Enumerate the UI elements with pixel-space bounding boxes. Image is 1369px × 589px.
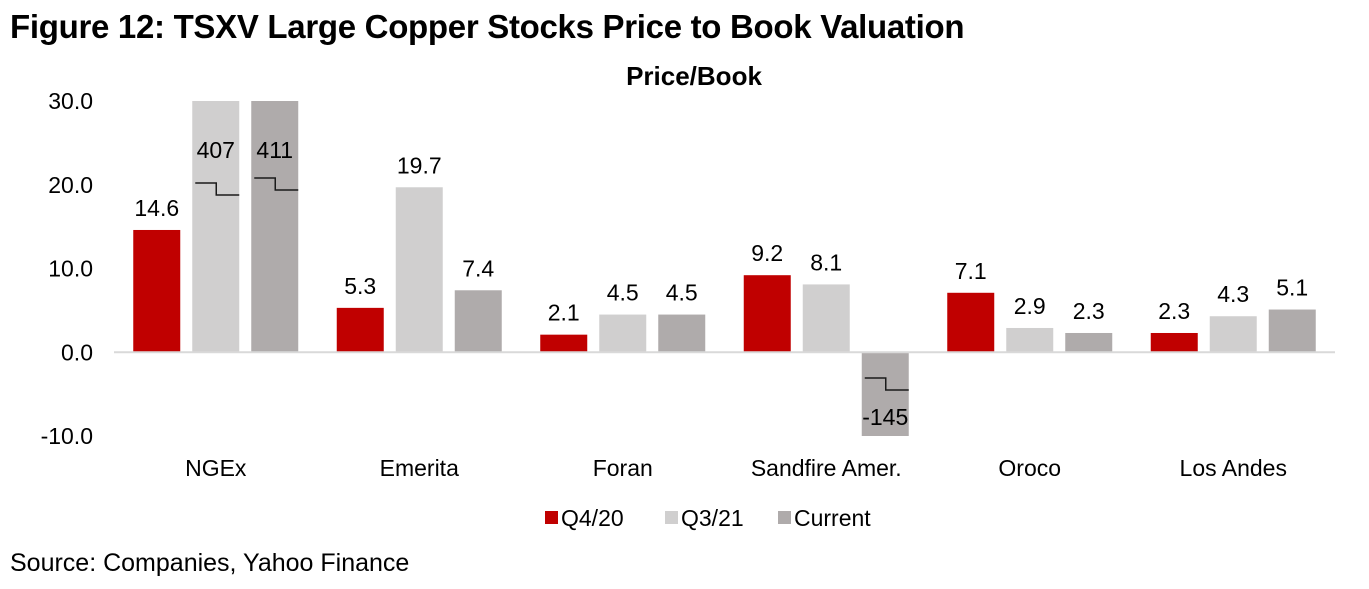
bar-current: [861, 352, 909, 436]
bars: [133, 101, 1316, 436]
data-label: 7.4: [462, 255, 494, 281]
data-label: -145: [862, 404, 908, 430]
data-label: 5.1: [1276, 275, 1308, 301]
y-tick-label: 20.0: [48, 172, 93, 198]
data-label: 2.1: [548, 300, 580, 326]
data-label: 14.6: [134, 195, 179, 221]
x-category-label: Sandfire Amer.: [751, 455, 902, 481]
bar-q4-20: [743, 275, 791, 353]
bar-current: [658, 314, 706, 353]
bar-q3-21: [599, 314, 647, 353]
y-tick-label: 0.0: [61, 339, 93, 365]
bar-q3-21: [192, 101, 240, 353]
data-label: 411: [256, 137, 293, 163]
data-label: 5.3: [344, 273, 376, 299]
data-label: 2.3: [1073, 298, 1105, 324]
legend-swatch-q3-21: [665, 511, 678, 524]
data-labels: 14.6 407 411 5.3 19.7 7.4 2.1 4.5 4.5 9.2 8.1 -145 7…: [134, 137, 1308, 430]
y-axis-ticks: 30.0 20.0 10.0 0.0 -10.0: [41, 88, 93, 449]
legend-swatch-current: [778, 511, 791, 524]
legend-label: Q3/21: [681, 505, 744, 531]
bar-q4-20: [1150, 332, 1198, 353]
x-category-label: Los Andes: [1180, 455, 1287, 481]
legend-label: Current: [794, 505, 871, 531]
data-label: 4.5: [666, 280, 698, 306]
data-label: 8.1: [810, 249, 842, 275]
x-category-label: Emerita: [380, 455, 459, 481]
data-label: 7.1: [955, 258, 987, 284]
axis-break-markers: [195, 177, 909, 391]
y-tick-label: 30.0: [48, 88, 93, 114]
data-label: 2.3: [1158, 298, 1190, 324]
bar-q4-20: [336, 307, 384, 353]
legend-label: Q4/20: [561, 505, 624, 531]
bar-current: [251, 101, 299, 353]
x-axis-categories: NGEx Emerita Foran Sandfire Amer. Oroco Los A…: [185, 455, 1287, 481]
bar-q4-20: [540, 334, 588, 353]
x-category-label: Foran: [593, 455, 653, 481]
bar-current: [1268, 309, 1316, 353]
bar-q3-21: [1006, 327, 1054, 353]
x-category-label: NGEx: [185, 455, 247, 481]
bar-q4-20: [133, 229, 181, 353]
bar-current: [454, 290, 502, 353]
data-label: 4.5: [607, 280, 639, 306]
chart-title: Price/Book: [626, 61, 762, 91]
x-category-label: Oroco: [998, 455, 1061, 481]
data-label: 407: [197, 137, 235, 163]
legend: Q4/20 Q3/21 Current: [545, 505, 871, 531]
axis-break-marker: [195, 182, 240, 196]
y-tick-label: 10.0: [48, 256, 93, 282]
legend-swatch-q4-20: [545, 511, 558, 524]
y-tick-label: -10.0: [41, 423, 93, 449]
source-note: Source: Companies, Yahoo Finance: [10, 549, 410, 577]
bar-current: [1065, 332, 1113, 353]
bar-q4-20: [947, 292, 995, 353]
bar-q3-21: [1209, 316, 1257, 353]
figure-title: Figure 12: TSXV Large Copper Stocks Pric…: [10, 8, 965, 45]
axis-break-marker: [864, 377, 909, 391]
axis-break-marker: [254, 177, 299, 191]
data-label: 2.9: [1014, 293, 1046, 319]
data-label: 4.3: [1217, 281, 1249, 307]
bar-q3-21: [395, 187, 443, 353]
bar-q3-21: [802, 284, 850, 353]
data-label: 19.7: [397, 152, 442, 178]
data-label: 9.2: [751, 240, 783, 266]
